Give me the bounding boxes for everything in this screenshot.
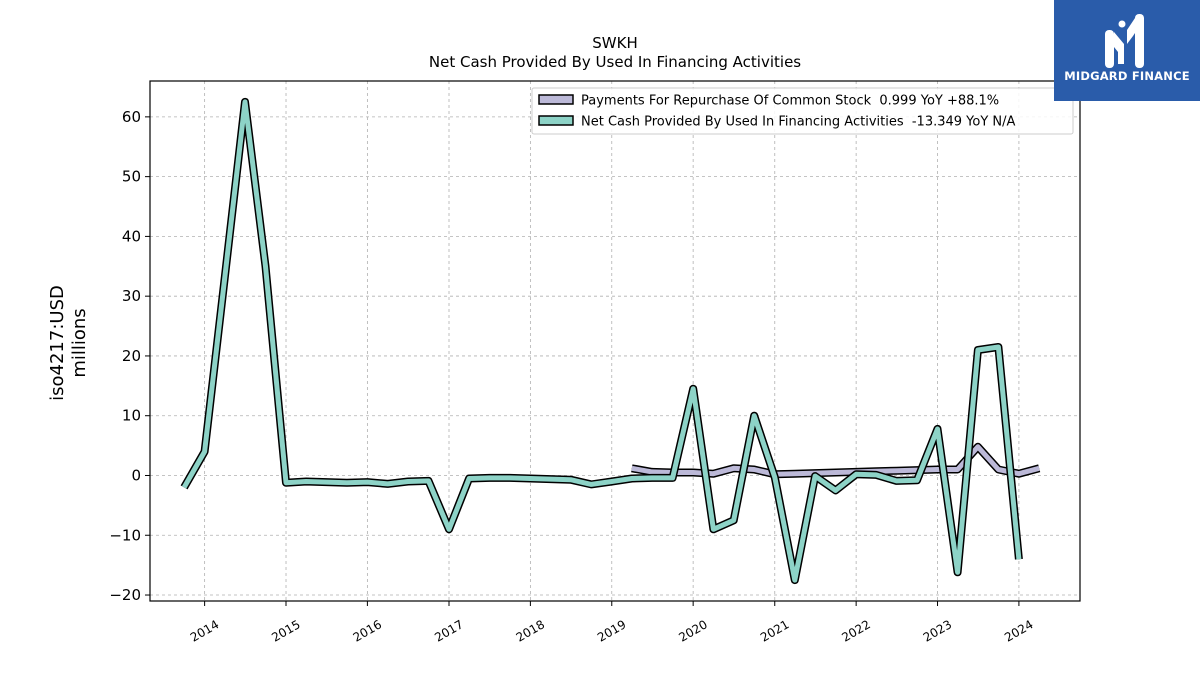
y-axis-label: iso4217:USD bbox=[47, 285, 68, 401]
y-tick-label: 30 bbox=[122, 287, 141, 305]
x-tick-label: 2020 bbox=[676, 617, 709, 644]
axis-ticks: 2014 2015 2016 2017 2018 2019 2020 2021 2022 2023… bbox=[109, 108, 1035, 645]
x-tick-label: 2024 bbox=[1002, 617, 1035, 644]
chart-subtitle: Net Cash Provided By Used In Financing A… bbox=[429, 53, 801, 71]
grid bbox=[150, 81, 1080, 601]
x-tick-label: 2018 bbox=[514, 617, 547, 644]
y-tick-label: −10 bbox=[109, 526, 141, 544]
x-tick-label: 2017 bbox=[432, 617, 465, 644]
x-tick-label: 2014 bbox=[188, 617, 221, 644]
x-tick-label: 2022 bbox=[839, 617, 872, 644]
series-outline-financing bbox=[180, 97, 1023, 585]
y-tick-label: 0 bbox=[131, 466, 141, 484]
y-tick-label: 40 bbox=[122, 227, 141, 245]
y-tick-label: −20 bbox=[109, 586, 141, 604]
series-line-financing bbox=[181, 99, 1022, 583]
midgard-finance-logo: MIDGARD FINANCE bbox=[1054, 0, 1200, 101]
legend-label-repurchase: Payments For Repurchase Of Common Stock … bbox=[581, 94, 999, 109]
x-tick-label: 2021 bbox=[758, 617, 791, 644]
y-axis-unit-label: millions bbox=[69, 308, 90, 377]
x-tick-label: 2023 bbox=[921, 617, 954, 644]
logo-text: MIDGARD FINANCE bbox=[1064, 69, 1190, 83]
chart-title: SWKH bbox=[592, 34, 637, 52]
x-tick-label: 2019 bbox=[595, 617, 628, 644]
y-tick-label: 20 bbox=[122, 347, 141, 365]
legend-swatch-repurchase bbox=[538, 94, 574, 105]
y-tick-label: 60 bbox=[122, 108, 141, 126]
legend-swatch-financing bbox=[538, 115, 574, 126]
logo-mark-icon bbox=[1105, 14, 1144, 68]
x-tick-label: 2016 bbox=[351, 617, 384, 644]
plot-lines bbox=[180, 97, 1041, 585]
legend-label-financing: Net Cash Provided By Used In Financing A… bbox=[581, 115, 1016, 130]
plot-frame bbox=[149, 80, 1081, 602]
legend: Payments For Repurchase Of Common Stock … bbox=[531, 87, 1074, 135]
y-tick-label: 50 bbox=[122, 168, 141, 186]
y-tick-label: 10 bbox=[122, 407, 141, 425]
legend-frame bbox=[531, 87, 1074, 135]
x-tick-label: 2015 bbox=[269, 617, 302, 644]
